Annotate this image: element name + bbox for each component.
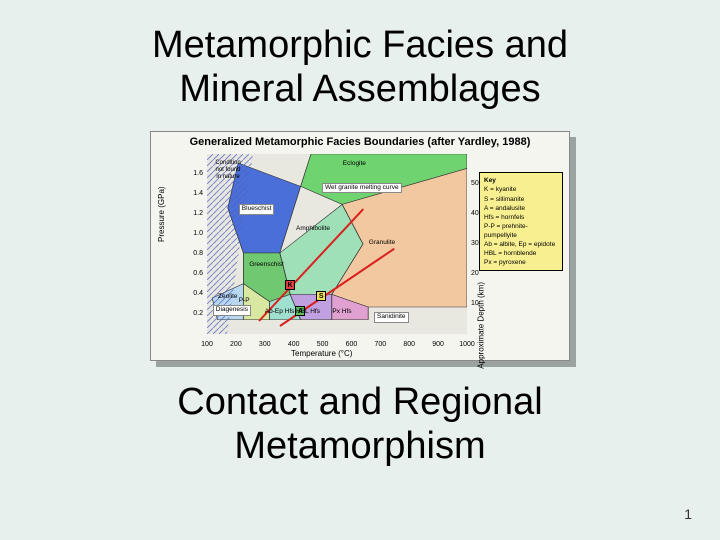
chart-panel: Generalized Metamorphic Facies Boundarie… <box>150 131 570 361</box>
not-in-nature-label: Conditionnot foundin nature <box>209 160 247 180</box>
key-item: A = andalusite <box>484 204 558 213</box>
facies-label: HBL Hfs <box>296 309 320 316</box>
facies-label: Amphibolite <box>296 226 330 233</box>
y2-tick: 50 <box>471 180 479 187</box>
facies-chart: Generalized Metamorphic Facies Boundarie… <box>150 131 570 361</box>
y-tick: 1.6 <box>173 170 203 177</box>
title-line-1: Metamorphic Facies and <box>152 24 568 66</box>
facies-label: Px Hfs <box>332 309 351 316</box>
key-item: Px = pyroxene <box>484 258 558 267</box>
x-tick: 700 <box>374 341 386 348</box>
key-item: P-P = prehnite-pumpellyite <box>484 222 558 240</box>
y-tick: 1.4 <box>173 190 203 197</box>
facies-label: Wet granite melting curve <box>322 183 402 194</box>
title-line-2: Mineral Assemblages <box>179 68 540 110</box>
y2-tick: 20 <box>471 270 479 277</box>
key-item: S = sillimanite <box>484 195 558 204</box>
y2-tick: 40 <box>471 210 479 217</box>
x-tick: 400 <box>288 341 300 348</box>
facies-label: Eclogite <box>343 161 366 168</box>
x-tick: 900 <box>432 341 444 348</box>
key-item: Hfs = hornfels <box>484 213 558 222</box>
y-tick: 0.8 <box>173 250 203 257</box>
x-tick: 600 <box>346 341 358 348</box>
subtitle-line-1: Contact and Regional <box>177 381 542 423</box>
facies-label: P-P <box>239 298 250 305</box>
page-number: 1 <box>684 506 692 522</box>
y2-axis-label: Approximate Depth (km) <box>477 282 486 369</box>
facies-label: Blueschist <box>239 204 275 215</box>
key-items: K = kyaniteS = sillimaniteA = andalusite… <box>484 185 558 267</box>
key-title: Key <box>484 176 558 185</box>
y-tick: 1.2 <box>173 210 203 217</box>
marker-s: S <box>316 291 326 301</box>
x-tick: 500 <box>317 341 329 348</box>
plot-area: Conditionnot foundin nature KSA Eclogite… <box>207 154 467 334</box>
y-tick: 0.2 <box>173 310 203 317</box>
facies-label: Zeolite <box>218 294 238 301</box>
facies-label: Granulite <box>369 240 395 247</box>
y-tick: 0.4 <box>173 290 203 297</box>
y-axis-label: Pressure (GPa) <box>157 187 166 243</box>
facies-label: Sanidinite <box>374 312 409 323</box>
facies-label: Diagenesis <box>213 305 251 316</box>
x-axis-label: Temperature (°C) <box>291 349 352 358</box>
legend-key: Key K = kyaniteS = sillimaniteA = andalu… <box>479 172 563 271</box>
y2-tick: 10 <box>471 300 479 307</box>
x-tick: 100 <box>201 341 213 348</box>
key-item: Ab = albite, Ep = epidote <box>484 240 558 249</box>
key-item: K = kyanite <box>484 185 558 194</box>
facies-label: Greenschist <box>249 262 284 269</box>
x-tick: 200 <box>230 341 242 348</box>
key-item: HBL = hornblende <box>484 249 558 258</box>
marker-k: K <box>285 280 295 290</box>
x-tick: 1000 <box>459 341 475 348</box>
y-tick: 1.0 <box>173 230 203 237</box>
y2-tick: 30 <box>471 240 479 247</box>
chart-title: Generalized Metamorphic Facies Boundarie… <box>151 132 569 150</box>
x-tick: 800 <box>403 341 415 348</box>
x-tick: 300 <box>259 341 271 348</box>
subtitle-line-2: Metamorphism <box>234 425 485 467</box>
y-tick: 0.6 <box>173 270 203 277</box>
facies-label: Ab-Ep Hfs <box>265 309 295 316</box>
